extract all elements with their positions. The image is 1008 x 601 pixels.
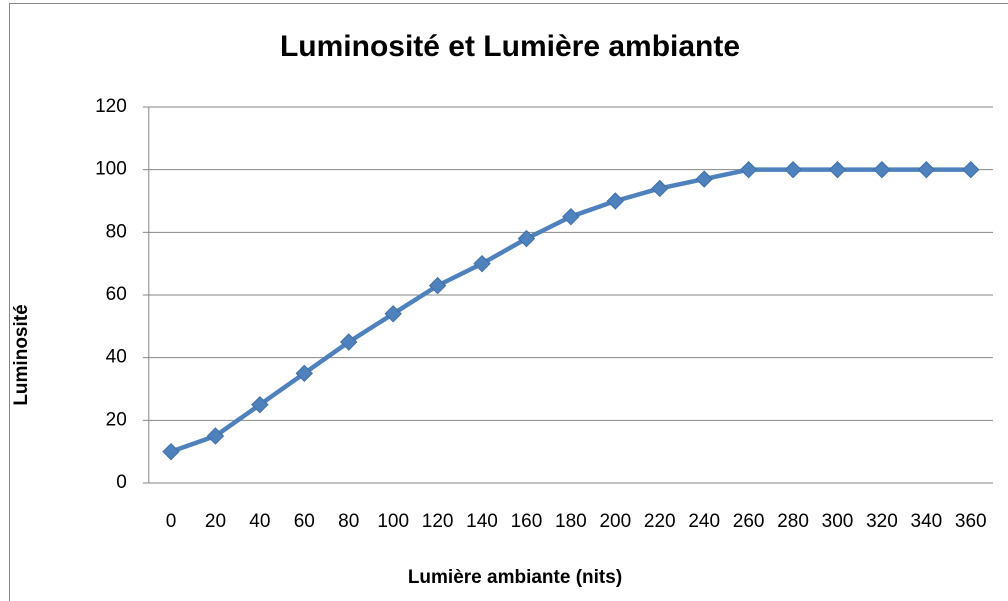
- data-point: [428, 276, 447, 295]
- data-point: [606, 192, 625, 210]
- data-point: [473, 254, 491, 273]
- x-tick-label: 80: [338, 511, 359, 532]
- x-tick-label: 260: [733, 511, 765, 532]
- x-tick-label: 340: [911, 511, 943, 532]
- x-tick-label: 20: [205, 511, 226, 532]
- x-tick-label: 100: [377, 511, 409, 532]
- x-tick-label: 0: [166, 511, 177, 532]
- x-tick-label: 240: [688, 511, 720, 532]
- x-tick-label: 280: [777, 511, 809, 532]
- data-point: [873, 160, 891, 179]
- y-tick-label: 100: [95, 159, 127, 180]
- chart-border: [9, 3, 1008, 601]
- x-tick-label: 200: [599, 511, 631, 532]
- data-point: [251, 395, 269, 414]
- y-tick-label: 120: [95, 96, 127, 117]
- data-point: [517, 229, 536, 248]
- y-tick-label: 80: [106, 221, 127, 242]
- data-point: [651, 179, 669, 198]
- data-point: [962, 160, 980, 179]
- y-tick-label: 40: [106, 347, 127, 368]
- x-tick-label: 60: [294, 511, 315, 532]
- x-tick-label: 300: [822, 511, 854, 532]
- x-tick-label: 220: [644, 511, 676, 532]
- data-point: [295, 364, 314, 383]
- data-point: [917, 160, 936, 179]
- x-tick-label: 40: [249, 511, 270, 532]
- x-tick-label: 180: [555, 511, 587, 532]
- data-point: [162, 442, 180, 461]
- y-tick-label: 20: [106, 409, 127, 430]
- y-tick-label: 60: [106, 284, 127, 305]
- y-tick-label: 0: [116, 472, 127, 493]
- data-point: [739, 160, 758, 179]
- x-tick-label: 140: [466, 511, 498, 532]
- chart-title: Luminosité et Lumière ambiante: [280, 30, 740, 63]
- data-point: [784, 160, 802, 179]
- x-tick-label: 120: [422, 511, 454, 532]
- data-point: [828, 160, 847, 179]
- y-axis-title: Luminosité: [11, 304, 32, 405]
- x-tick-label: 320: [866, 511, 898, 532]
- x-tick-label: 360: [955, 511, 987, 532]
- data-point: [562, 207, 580, 226]
- data-point: [340, 333, 358, 351]
- x-tick-label: 160: [511, 511, 543, 532]
- data-point: [695, 170, 713, 188]
- data-point: [206, 427, 225, 445]
- x-axis-title: Lumière ambiante (nits): [408, 567, 622, 588]
- data-point: [384, 305, 402, 323]
